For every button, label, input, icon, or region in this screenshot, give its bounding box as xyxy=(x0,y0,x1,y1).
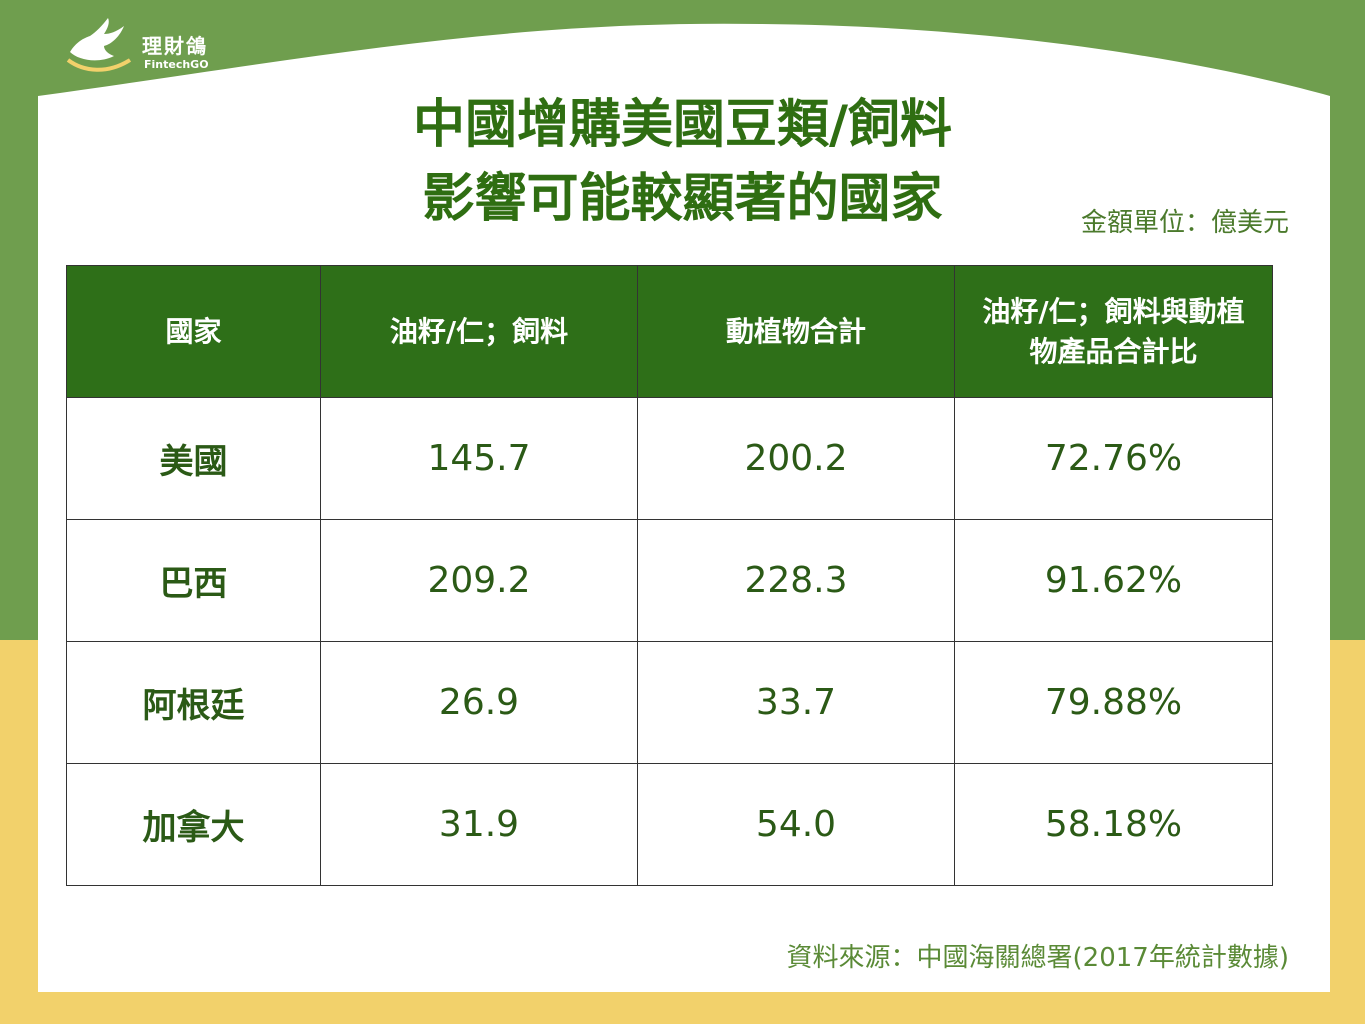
cell-total: 33.7 xyxy=(637,641,955,764)
page-title-line2: 影響可能較顯著的國家 xyxy=(422,169,943,229)
dove-icon xyxy=(66,18,132,72)
header-total: 動植物合計 xyxy=(637,265,955,398)
cell-oilseed-feed: 31.9 xyxy=(320,763,638,886)
cell-total: 54.0 xyxy=(637,763,955,886)
table-row: 加拿大 31.9 54.0 58.18% xyxy=(66,763,1273,886)
source-note: 資料來源：中國海關總署(2017年統計數據) xyxy=(786,943,1289,973)
header-country: 國家 xyxy=(66,265,321,398)
header-oilseed-feed-text: 油籽/仁；飼料 xyxy=(389,314,569,348)
page-title-line1: 中國增購美國豆類/飼料 xyxy=(413,95,952,155)
header-oilseed-feed: 油籽/仁；飼料 xyxy=(320,265,638,398)
data-table: 國家 油籽/仁；飼料 動植物合計 油籽/仁；飼料與動植物產品合計比 美國 145… xyxy=(66,265,1273,886)
cell-country: 加拿大 xyxy=(66,763,321,886)
cell-country: 巴西 xyxy=(66,519,321,642)
cell-ratio: 91.62% xyxy=(954,519,1273,642)
logo-name: 理財鴿 xyxy=(142,34,208,58)
logo: 理財鴿 FintechGO xyxy=(64,14,224,78)
header-ratio-text: 油籽/仁；飼料與動植物產品合計比 xyxy=(982,294,1245,368)
header-ratio: 油籽/仁；飼料與動植物產品合計比 xyxy=(954,265,1273,398)
table-row: 巴西 209.2 228.3 91.62% xyxy=(66,519,1273,642)
cell-ratio: 72.76% xyxy=(954,397,1273,520)
cell-total: 200.2 xyxy=(637,397,955,520)
table-row: 美國 145.7 200.2 72.76% xyxy=(66,397,1273,520)
cell-oilseed-feed: 145.7 xyxy=(320,397,638,520)
logo-subtitle: FintechGO xyxy=(144,58,209,71)
cell-ratio: 79.88% xyxy=(954,641,1273,764)
cell-oilseed-feed: 209.2 xyxy=(320,519,638,642)
unit-label: 金額單位：億美元 xyxy=(1080,208,1289,238)
cell-country: 阿根廷 xyxy=(66,641,321,764)
cell-country: 美國 xyxy=(66,397,321,520)
cell-total: 228.3 xyxy=(637,519,955,642)
table-header-row: 國家 油籽/仁；飼料 動植物合計 油籽/仁；飼料與動植物產品合計比 xyxy=(66,265,1273,398)
cell-ratio: 58.18% xyxy=(954,763,1273,886)
table-row: 阿根廷 26.9 33.7 79.88% xyxy=(66,641,1273,764)
cell-oilseed-feed: 26.9 xyxy=(320,641,638,764)
